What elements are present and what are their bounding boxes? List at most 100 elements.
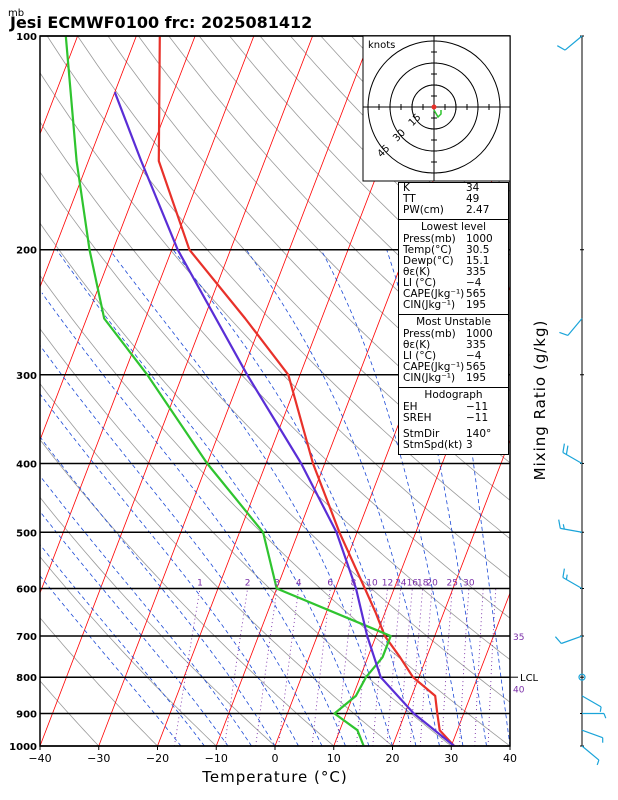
moist-adiabat <box>40 344 323 746</box>
isotherm <box>392 438 510 746</box>
index-row: CIN(Jkg⁻¹) 195 <box>403 299 487 311</box>
dry-adiabat <box>40 617 158 746</box>
moist-adiabat <box>40 475 252 746</box>
moist-adiabat <box>40 436 276 746</box>
x-tick-label: −10 <box>205 752 228 765</box>
wind-barb-feather <box>562 443 565 453</box>
y-tick-label: 600 <box>16 584 37 595</box>
mixing-ratio-label: 25 <box>446 578 457 588</box>
y-tick-label: 700 <box>16 632 37 643</box>
mixing-ratio-label: 18 <box>417 578 429 588</box>
dry-adiabat <box>138 36 510 427</box>
index-row: StmDir 140° <box>403 428 492 440</box>
most-unstable-heading: Most Unstable <box>399 314 508 329</box>
x-tick-label: 40 <box>503 752 517 765</box>
y-tick-label: 1000 <box>9 742 37 753</box>
hodograph-box <box>362 35 511 182</box>
wind-barb-half-feather <box>603 713 607 719</box>
moist-adiabat <box>40 510 229 746</box>
wind-barb <box>561 635 583 645</box>
isotherm <box>569 36 618 746</box>
wind-barb-feather <box>565 445 569 455</box>
index-row: Press(mb) 1000 <box>403 233 493 245</box>
sounding-profiles <box>64 36 456 746</box>
mixing-ratio-label: 14 <box>395 578 407 588</box>
mixing-ratio-line <box>255 588 278 746</box>
dry-adiabat <box>40 496 276 746</box>
y-tick-label: 100 <box>16 32 37 43</box>
parcel-profile <box>113 91 455 746</box>
storm-motion-marker <box>431 104 437 110</box>
index-row: θε(K) 335 <box>403 339 487 351</box>
index-row: CAPE(Jkg⁻¹) 565 <box>403 288 487 300</box>
chart-title: Jesi ECMWF0100 frc: 2025081412 <box>9 13 312 32</box>
storm-motion-rows: StmDir 140° StmSpd(kt) 3 <box>399 429 508 451</box>
isotherm <box>40 36 196 442</box>
index-row: CIN(Jkg⁻¹) 195 <box>403 372 487 384</box>
wind-barb <box>581 729 603 739</box>
index-row: StmSpd(kt) 3 <box>403 439 473 451</box>
y-tick-label: 200 <box>16 246 37 257</box>
x-tick-label: 20 <box>386 752 400 765</box>
dry-adiabat <box>40 274 510 746</box>
hodograph: knots 15 30 45 <box>362 35 511 182</box>
wind-barb <box>562 576 583 590</box>
y-tick-label: 800 <box>16 673 37 684</box>
y-tick-label: 900 <box>16 710 37 721</box>
moist-adiabat <box>41 292 346 746</box>
wind-barb-feather <box>557 45 566 51</box>
mixing-ratio-label: 16 <box>407 578 419 588</box>
index-row-pw: PW(cm) 2.47 <box>403 204 490 216</box>
y-tick-label: 500 <box>16 528 37 539</box>
moist-adiabat <box>320 249 464 746</box>
dry-adiabat <box>40 328 452 746</box>
moist-adiabat <box>439 249 510 746</box>
dry-adiabat <box>40 171 510 661</box>
mixing-ratio-line <box>459 588 470 746</box>
dry-adiabat <box>40 680 100 746</box>
thermodynamic-background <box>40 36 618 746</box>
moist-adiabat <box>40 575 182 746</box>
index-row: θε(K) 335 <box>403 266 487 278</box>
index-row: Dewp(°C) 15.1 <box>403 255 490 267</box>
mixing-ratio-label: 40 <box>513 686 525 696</box>
mixing-ratio-line <box>173 588 201 746</box>
lowest-level-rows: Press(mb) 1000 Temp(°C) 30.5 Dewp(°C) 15.1 θε(… <box>399 234 508 311</box>
mixing-ratio-label: 35 <box>513 633 524 643</box>
hodograph-heading: Hodograph <box>399 387 508 402</box>
index-row: CAPE(Jkg⁻¹) 565 <box>403 361 487 373</box>
y-axis-title: Mixing Ratio (g/kg) <box>531 320 549 481</box>
wind-barb <box>581 695 602 708</box>
wind-barb-feather <box>562 568 565 578</box>
dry-adiabat <box>46 36 510 540</box>
isotherm <box>40 36 255 595</box>
isotherm <box>40 36 313 746</box>
wind-barb-column <box>554 35 607 766</box>
mixing-ratio-line <box>487 588 497 746</box>
hodograph-units: knots <box>368 40 395 51</box>
hodograph-trace <box>433 109 442 119</box>
index-row-tt: TT 49 <box>403 193 480 205</box>
lowest-level-heading: Lowest level <box>399 219 508 234</box>
wind-barb <box>564 35 583 51</box>
wind-barb <box>567 318 583 336</box>
isotherm <box>40 36 78 136</box>
wind-barb <box>562 451 583 464</box>
dry-adiabat <box>40 439 335 746</box>
wind-barb <box>581 745 600 761</box>
x-tick-label: −40 <box>28 752 51 765</box>
index-row: Press(mb) 1000 <box>403 328 493 340</box>
temperature-profile <box>157 36 456 746</box>
mixing-ratio-label: 20 <box>426 578 438 588</box>
wind-barb-half-feather <box>596 759 600 766</box>
isotherm <box>98 36 372 746</box>
index-row-k: K 34 <box>403 182 480 194</box>
lcl-label: LCL <box>520 673 539 684</box>
dry-adiabat <box>40 222 510 703</box>
most-unstable-rows: Press(mb) 1000 θε(K) 335 LI (°C) −4 CAPE(Jkg⁻¹… <box>399 329 508 384</box>
mixing-ratio-label: 10 <box>366 578 378 588</box>
moist-adiabat <box>56 249 370 746</box>
dry-adiabat <box>40 121 510 619</box>
isotherm <box>40 36 137 289</box>
